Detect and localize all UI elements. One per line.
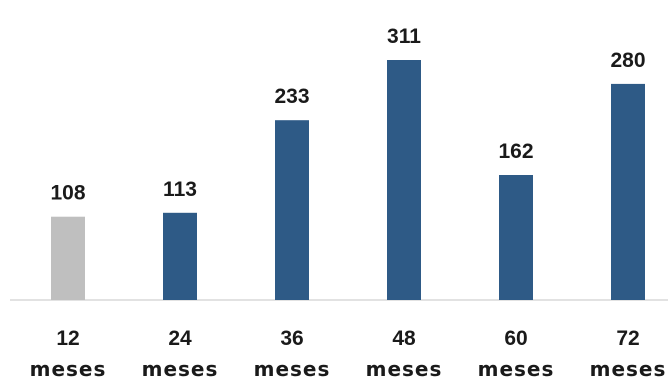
bar-72 — [611, 83, 645, 301]
bar-24 — [163, 212, 197, 300]
tick-label-number-36: 36 — [280, 327, 303, 350]
tick-label-unit-36: meses — [254, 357, 331, 381]
bar-12 — [51, 216, 85, 300]
tick-label-unit-48: meses — [366, 357, 443, 381]
value-labels-group: 108 113 233 311 162 280 — [50, 25, 645, 205]
value-label-24: 113 — [163, 178, 197, 201]
value-label-60: 162 — [498, 140, 533, 163]
tick-label-unit-12: meses — [30, 357, 107, 381]
tick-label-unit-24: meses — [142, 357, 219, 381]
bar-48 — [387, 60, 421, 300]
value-label-12: 108 — [50, 182, 85, 205]
tick-labels-group: 12 meses 24 meses 36 meses 48 meses 60 meses 72 mes… — [30, 327, 667, 381]
tick-label-number-48: 48 — [392, 327, 416, 350]
bar-60 — [499, 175, 533, 300]
value-label-48: 311 — [387, 25, 421, 48]
tick-label-unit-72: meses — [590, 357, 667, 381]
tick-label-unit-60: meses — [478, 357, 555, 381]
bar-36 — [275, 120, 309, 300]
value-label-36: 233 — [274, 85, 309, 108]
tick-label-number-72: 72 — [616, 327, 639, 350]
tick-label-number-24: 24 — [168, 327, 192, 350]
tick-label-number-12: 12 — [56, 327, 79, 350]
tick-label-number-60: 60 — [504, 327, 527, 350]
bars-group — [51, 60, 645, 301]
value-label-72: 280 — [610, 49, 645, 72]
